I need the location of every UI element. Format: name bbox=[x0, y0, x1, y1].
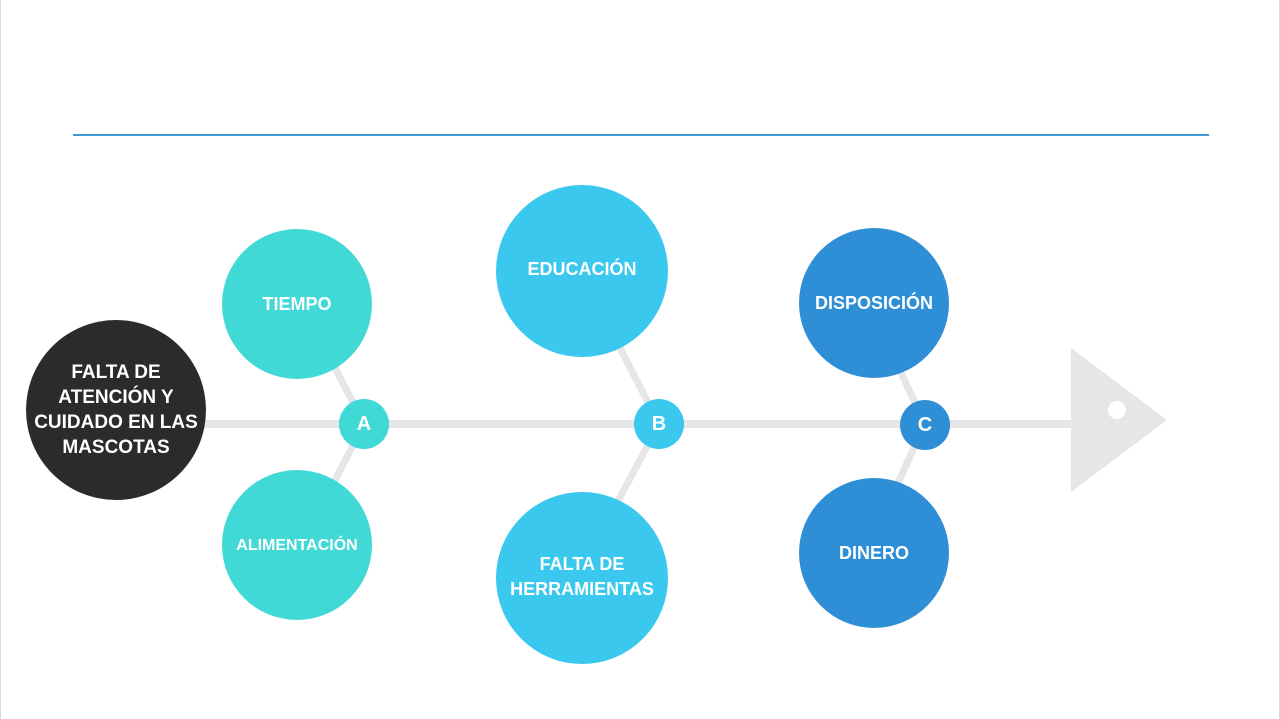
cause-label: EDUCACIÓN bbox=[527, 258, 637, 279]
header-rule bbox=[73, 134, 1209, 136]
cause-disposicion: DISPOSICIÓN bbox=[799, 228, 949, 378]
cause-label: TIEMPO bbox=[262, 293, 332, 314]
node-b: B bbox=[634, 399, 684, 449]
arrow-head bbox=[1071, 348, 1167, 492]
cause-label: ALIMENTACIÓN bbox=[236, 536, 358, 554]
node-label: C bbox=[917, 413, 933, 436]
cause-label: FALTA DE HERRAMIENTAS bbox=[510, 554, 654, 599]
cause-educacion: EDUCACIÓN bbox=[496, 185, 668, 357]
node-label: B bbox=[651, 412, 667, 435]
cause-alimentacion: ALIMENTACIÓN bbox=[222, 470, 372, 620]
node-a: A bbox=[339, 399, 389, 449]
fish-eye bbox=[1108, 401, 1126, 419]
cause-label: DISPOSICIÓN bbox=[814, 292, 934, 313]
node-label: A bbox=[356, 412, 372, 435]
problem-label: FALTA DE ATENCIÓN Y CUIDADO EN LAS MASCO… bbox=[34, 362, 198, 458]
cause-label: DINERO bbox=[838, 542, 909, 563]
cause-falta-de-herramientas: FALTA DE HERRAMIENTAS bbox=[496, 492, 668, 664]
node-c: C bbox=[900, 400, 950, 450]
cause-dinero: DINERO bbox=[799, 478, 949, 628]
cause-tiempo: TIEMPO bbox=[222, 229, 372, 379]
problem-head: FALTA DE ATENCIÓN Y CUIDADO EN LAS MASCO… bbox=[26, 320, 206, 500]
